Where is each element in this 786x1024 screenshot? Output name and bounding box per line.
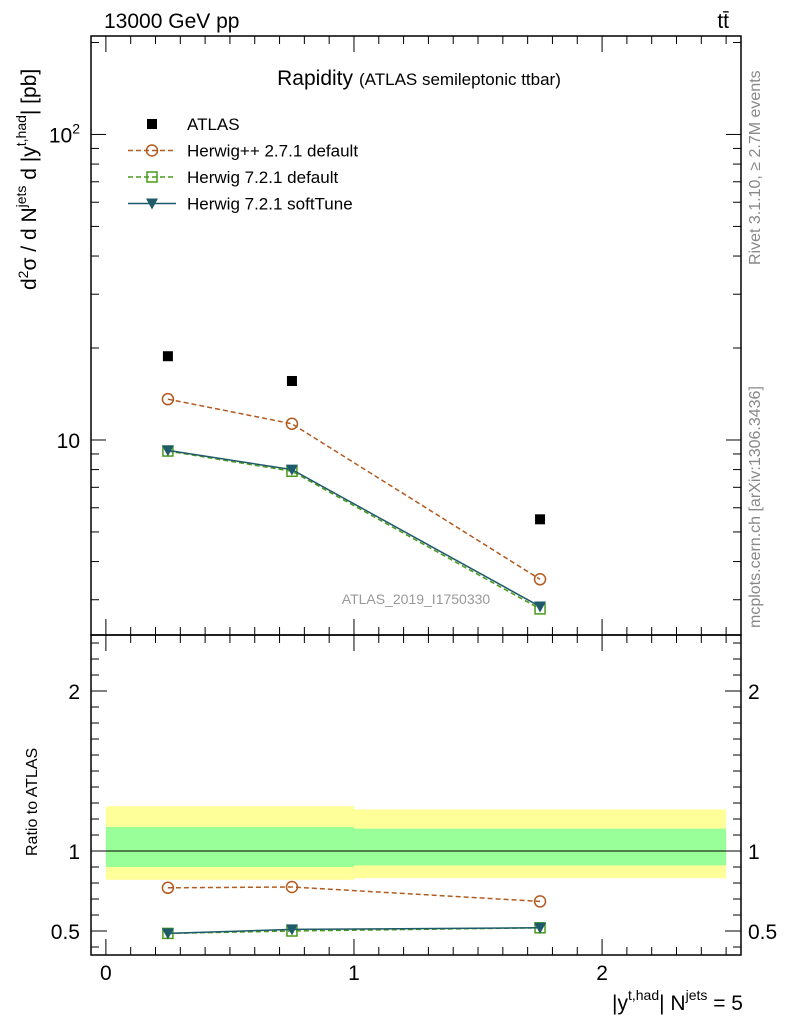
main-data-point <box>161 392 175 406</box>
axis-ticks: 10 102 0 1 2 0.5 0.5 1 1 2 2 <box>49 36 777 985</box>
main-series-atlas <box>162 351 546 525</box>
legend-marker <box>145 144 159 157</box>
main-series-line <box>167 450 541 610</box>
legend-entry-label: ATLAS <box>187 115 240 134</box>
ratio-series-line <box>167 886 541 903</box>
ratio-x-tick-label: 2 <box>596 962 608 985</box>
band-inner <box>353 828 727 866</box>
legend-marker <box>147 119 157 129</box>
main-data-point <box>533 573 547 586</box>
legend: ATLAS Herwig++ 2.7.1 default Herwig 7.2.1 … <box>128 115 358 214</box>
main-data-point <box>285 464 298 476</box>
ratio-y-tick-label: 2 <box>748 681 760 704</box>
main-data-point <box>535 514 546 525</box>
data-series <box>161 351 547 940</box>
ratio-y-tick-label: 2 <box>68 681 80 704</box>
process-label: tt̄ <box>717 10 729 33</box>
main-series-line <box>167 398 541 580</box>
main-series-line <box>167 449 541 608</box>
plot-title-main: Rapidity <box>277 67 353 90</box>
plot-frames <box>90 35 742 956</box>
legend-entry-label: Herwig 7.2.1 default <box>187 168 338 187</box>
main-series-herwig-7-2-1-default <box>162 445 546 615</box>
legend-entry-label: Herwig 7.2.1 softTune <box>187 195 353 214</box>
main-data-point <box>162 351 173 362</box>
energy-label: 13000 GeV pp <box>104 10 239 33</box>
main-y-axis-label: d2σ / d Njets d |yt,had| [pb] <box>13 69 41 290</box>
ratio-data-point <box>285 880 299 894</box>
plot-title: Rapidity (ATLAS semileptonic ttbar) <box>277 67 561 90</box>
ratio-y-tick-label: 0.5 <box>51 921 80 944</box>
main-y-tick-label: 102 <box>49 120 80 147</box>
ratio-y-tick-label: 0.5 <box>748 921 777 944</box>
ratio-y-tick-label: 1 <box>68 841 80 864</box>
ratio-series-herwig-7-2-1-default <box>162 922 546 940</box>
ratio-series-herwig-2-7-1-default <box>161 880 547 908</box>
mcplots-side-label: mcplots.cern.ch [arXiv:1306.3436] <box>747 386 764 628</box>
legend-marker <box>146 198 158 210</box>
rivet-side-label: Rivet 3.1.10, ≥ 2.7M events <box>747 70 764 265</box>
main-series-herwig-7-2-1-softtune <box>161 445 547 613</box>
main-series-herwig-2-7-1-default <box>161 392 547 586</box>
main-y-tick-label: 10 <box>57 430 80 453</box>
ratio-uncertainty-bands <box>105 806 727 880</box>
ratio-y-axis-label: Ratio to ATLAS <box>24 748 41 856</box>
ratio-data-point <box>161 881 175 895</box>
ratio-data-point <box>534 922 547 934</box>
ratio-data-point <box>533 895 547 908</box>
ratio-series-herwig-7-2-1-softtune <box>161 922 547 940</box>
legend-entry-label: Herwig++ 2.7.1 default <box>187 142 358 161</box>
ratio-x-tick-label: 1 <box>348 962 360 985</box>
band-inner <box>105 827 354 867</box>
main-data-point <box>161 445 174 457</box>
analysis-watermark: ATLAS_2019_I1750330 <box>342 591 491 607</box>
ratio-y-tick-label: 1 <box>748 841 760 864</box>
ratio-frame <box>90 634 742 956</box>
ratio-x-tick-label: 0 <box>100 962 112 985</box>
main-data-point <box>534 601 547 613</box>
x-axis-label: |yt,had| Njets = 5 <box>612 987 743 1015</box>
legend-marker <box>146 171 158 183</box>
ratio-data-point <box>161 928 174 940</box>
ratio-data-point <box>285 924 298 936</box>
main-data-point <box>285 417 299 431</box>
plot-subtitle: (ATLAS semileptonic ttbar) <box>359 70 561 89</box>
main-data-point <box>286 375 297 386</box>
